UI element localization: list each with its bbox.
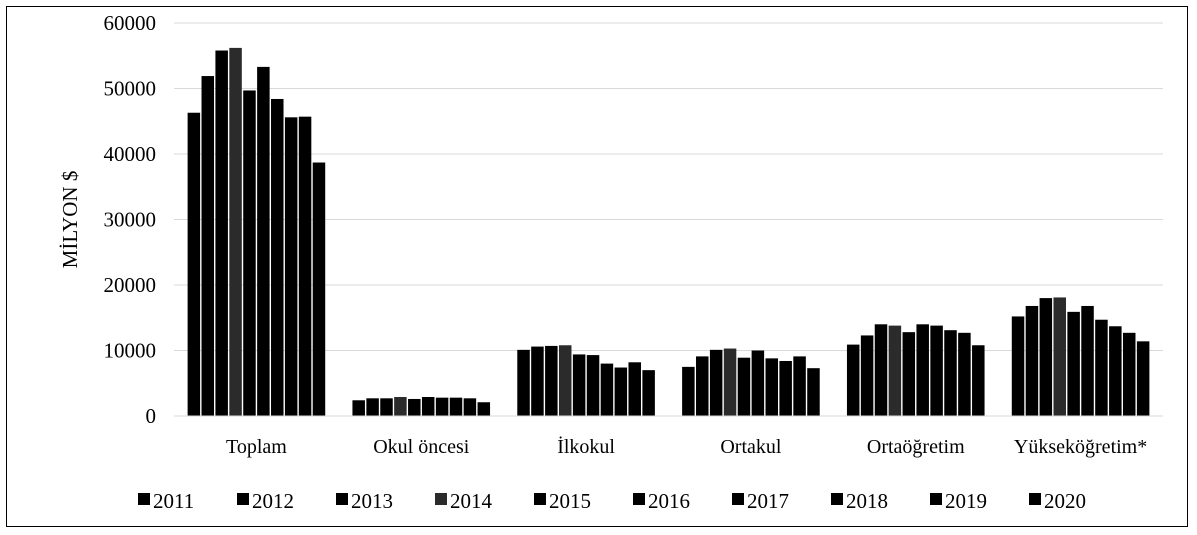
bar-2020-0 xyxy=(312,162,326,416)
bar-2017-2 xyxy=(600,363,614,416)
y-tick-label: 30000 xyxy=(104,208,157,232)
legend-label-2020: 2020 xyxy=(1044,489,1086,513)
bar-2020-5 xyxy=(1136,341,1150,416)
y-tick-label: 20000 xyxy=(104,273,157,297)
bar-2018-1 xyxy=(449,397,463,416)
bar-2019-1 xyxy=(463,398,477,416)
x-category-label: Ortakul xyxy=(720,436,782,458)
bar-2018-4 xyxy=(944,330,957,416)
bar-2017-1 xyxy=(435,397,449,416)
labels: 0 10000 20000 30000 40000 50000 60000 MİLYON $ T… xyxy=(58,11,1147,458)
bar-2017-4 xyxy=(930,325,943,416)
x-category-label: Toplam xyxy=(226,436,287,458)
bar-2015-4 xyxy=(902,332,916,416)
bar-2014-5 xyxy=(1053,297,1066,416)
bar-2013-1 xyxy=(380,398,393,416)
bar-2018-2 xyxy=(614,367,628,416)
legend-swatch-2012 xyxy=(237,493,249,505)
bar-2011-0 xyxy=(187,112,201,417)
x-category-label: Okul öncesi xyxy=(373,436,470,458)
bar-2015-0 xyxy=(243,90,256,416)
bar-2019-3 xyxy=(793,356,806,416)
bar-2014-4 xyxy=(888,325,902,416)
bar-2013-5 xyxy=(1039,298,1053,416)
bar-2013-0 xyxy=(215,50,228,416)
bar-2019-5 xyxy=(1122,332,1136,416)
legend-label-2014: 2014 xyxy=(450,489,493,513)
bar-2014-3 xyxy=(723,348,737,416)
bar-2014-0 xyxy=(229,47,242,416)
legend-label-2015: 2015 xyxy=(549,489,591,513)
bar-2019-4 xyxy=(958,332,971,416)
bar-2020-2 xyxy=(642,370,655,416)
bar-2013-4 xyxy=(874,324,888,416)
legend-swatch-2011 xyxy=(138,493,150,505)
bar-2012-5 xyxy=(1025,305,1039,416)
bar-2015-2 xyxy=(572,354,586,416)
legend-swatch-2017 xyxy=(732,493,744,505)
y-axis-title: MİLYON $ xyxy=(58,171,82,269)
bar-2016-5 xyxy=(1081,305,1094,416)
bar-2016-4 xyxy=(916,324,929,416)
y-tick-label: 50000 xyxy=(104,77,157,101)
legend-swatch-2014 xyxy=(435,493,447,505)
bar-2012-0 xyxy=(201,76,215,417)
y-tick-label: 10000 xyxy=(104,339,157,363)
legend-label-2013: 2013 xyxy=(351,489,393,513)
bars xyxy=(187,47,1150,417)
legend-label-2017: 2017 xyxy=(747,489,789,513)
bar-2012-1 xyxy=(366,398,379,416)
bar-2018-0 xyxy=(284,117,298,416)
legend-label-2016: 2016 xyxy=(648,489,690,513)
bar-2012-2 xyxy=(531,346,544,416)
bar-2020-4 xyxy=(972,345,985,416)
bar-2016-3 xyxy=(751,350,765,416)
bar-2020-3 xyxy=(807,368,820,416)
bar-2019-0 xyxy=(298,116,312,416)
bar-2013-3 xyxy=(709,349,723,416)
legend-label-2018: 2018 xyxy=(846,489,888,513)
bar-2011-3 xyxy=(682,366,695,416)
legend: 2011 2012 2013 2014 2015 2016 2017 2018 2019 2020 xyxy=(138,489,1086,513)
bar-2017-5 xyxy=(1095,319,1108,416)
bar-2020-1 xyxy=(477,402,491,416)
bar-2011-1 xyxy=(352,400,365,416)
bar-2019-2 xyxy=(628,362,641,416)
legend-swatch-2018 xyxy=(831,493,843,505)
bar-2011-4 xyxy=(846,344,860,416)
bar-2011-2 xyxy=(517,349,530,416)
bar-2016-1 xyxy=(421,397,435,416)
gridlines xyxy=(174,22,1163,351)
bar-2016-0 xyxy=(257,66,270,416)
bar-2016-2 xyxy=(586,355,600,416)
legend-swatch-2016 xyxy=(633,493,645,505)
legend-swatch-2015 xyxy=(534,493,546,505)
x-category-label: İlkokul xyxy=(557,435,615,458)
bar-2018-5 xyxy=(1109,326,1122,416)
legend-swatch-2019 xyxy=(930,493,942,505)
x-category-label: Yükseköğretim* xyxy=(1014,436,1147,458)
bar-2012-4 xyxy=(860,335,874,416)
x-category-label: Ortaöğretim xyxy=(867,436,965,458)
bar-2015-5 xyxy=(1067,311,1080,416)
legend-swatch-2020 xyxy=(1029,493,1041,505)
bar-2014-2 xyxy=(558,345,572,416)
y-tick-label: 40000 xyxy=(104,142,157,166)
bar-2014-1 xyxy=(394,397,407,416)
bar-2011-5 xyxy=(1011,316,1025,416)
bar-2017-3 xyxy=(765,358,779,416)
bar-2017-0 xyxy=(271,98,284,416)
bar-2012-3 xyxy=(696,356,709,416)
y-tick-label: 60000 xyxy=(104,11,157,35)
y-tick-label: 0 xyxy=(146,404,157,428)
legend-label-2012: 2012 xyxy=(252,489,294,513)
bar-2015-1 xyxy=(408,398,421,416)
bar-2018-3 xyxy=(779,360,792,416)
legend-swatch-2013 xyxy=(336,493,348,505)
legend-label-2019: 2019 xyxy=(945,489,987,513)
legend-label-2011: 2011 xyxy=(153,489,194,513)
bar-2013-2 xyxy=(545,345,558,416)
bar-2015-3 xyxy=(737,357,751,416)
